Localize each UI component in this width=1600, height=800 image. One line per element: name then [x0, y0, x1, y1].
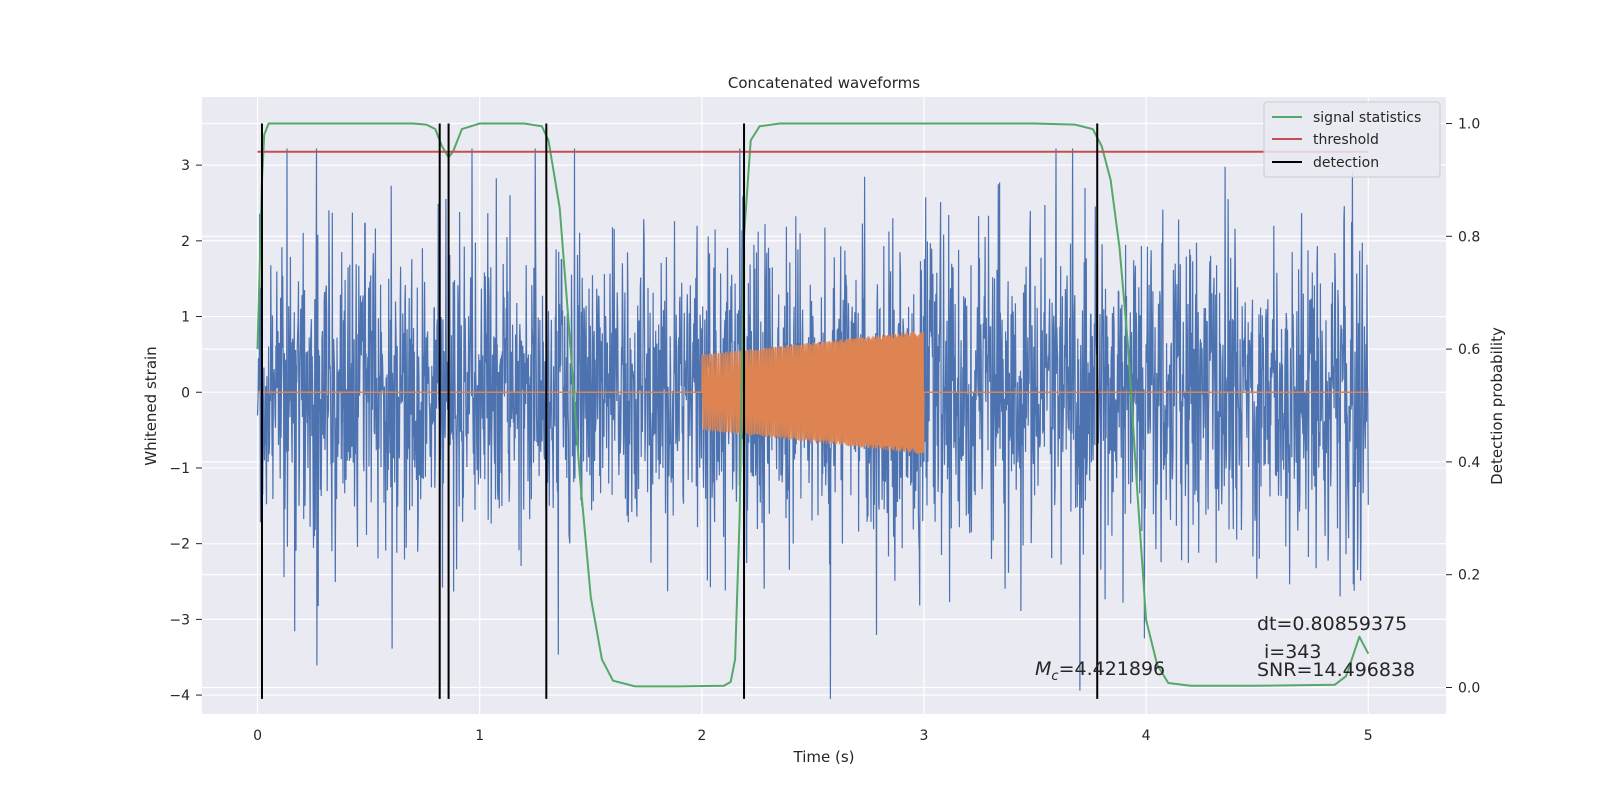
y-tick-label-5: 1 [181, 310, 190, 326]
y-ticks: −4 −3 −2 −1 0 1 2 3 [169, 158, 202, 704]
injected-signal-series [257, 331, 1369, 454]
y-tick-label-7: 3 [181, 158, 190, 174]
x-tick-label-1: 1 [475, 728, 484, 744]
x-ticks: 0 1 2 3 4 5 [253, 728, 1373, 744]
statistic-line [256, 122, 1370, 688]
x-tick-label-4: 4 [1142, 728, 1151, 744]
x-axis-title: Time (s) [793, 748, 855, 766]
y-right-tick-label-4: 0.8 [1458, 229, 1480, 245]
statistic-series [256, 122, 1370, 688]
x-tick-label-3: 3 [920, 728, 929, 744]
y-right-tick-label-1: 0.2 [1458, 568, 1480, 584]
detection-lines [260, 123, 1099, 699]
y-tick-label-0: −4 [169, 688, 190, 704]
y-right-tick-label-5: 1.0 [1458, 117, 1480, 133]
y-tick-label-4: 0 [181, 385, 190, 401]
y-tick-label-1: −3 [169, 612, 190, 628]
strain-series [256, 148, 1369, 699]
chirp-mass-value: =4.421896 [1059, 658, 1166, 680]
y-right-axis-title: Detection probability [1488, 327, 1506, 485]
dt-annotation: dt=0.80859375 [1257, 613, 1407, 635]
y-right-ticks: 0.0 0.2 0.4 0.6 0.8 1.0 [1446, 117, 1480, 696]
legend-label-threshold: threshold [1313, 132, 1379, 148]
y-tick-label-6: 2 [181, 234, 190, 250]
y-tick-label-3: −1 [169, 461, 190, 477]
x-tick-label-0: 0 [253, 728, 262, 744]
chart-title: Concatenated waveforms [728, 74, 920, 92]
index-annotation: i=343 [1264, 641, 1321, 663]
chirp-mass-annotation: Mc=4.421896 [1035, 658, 1165, 684]
chirp-mass-subscript: c [1051, 669, 1058, 684]
strain-line [256, 148, 1369, 699]
x-tick-label-2: 2 [697, 728, 706, 744]
legend-box [1263, 101, 1441, 178]
snr-annotation: SNR=14.496838 [1257, 659, 1415, 681]
y-axis-title: Whitened strain [142, 346, 160, 465]
legend-label-detection: detection [1313, 155, 1379, 171]
chirp-mass-symbol: M [1035, 658, 1051, 680]
legend: signal statistics threshold detection [1263, 101, 1441, 178]
x-tick-label-5: 5 [1364, 728, 1373, 744]
y-right-tick-label-2: 0.4 [1458, 455, 1480, 471]
y-right-tick-label-0: 0.0 [1458, 680, 1480, 696]
y-tick-label-2: −2 [169, 537, 190, 553]
y-right-tick-label-3: 0.6 [1458, 342, 1480, 358]
signal-chirp-line [701, 331, 925, 454]
legend-label-signal-statistics: signal statistics [1313, 110, 1421, 126]
